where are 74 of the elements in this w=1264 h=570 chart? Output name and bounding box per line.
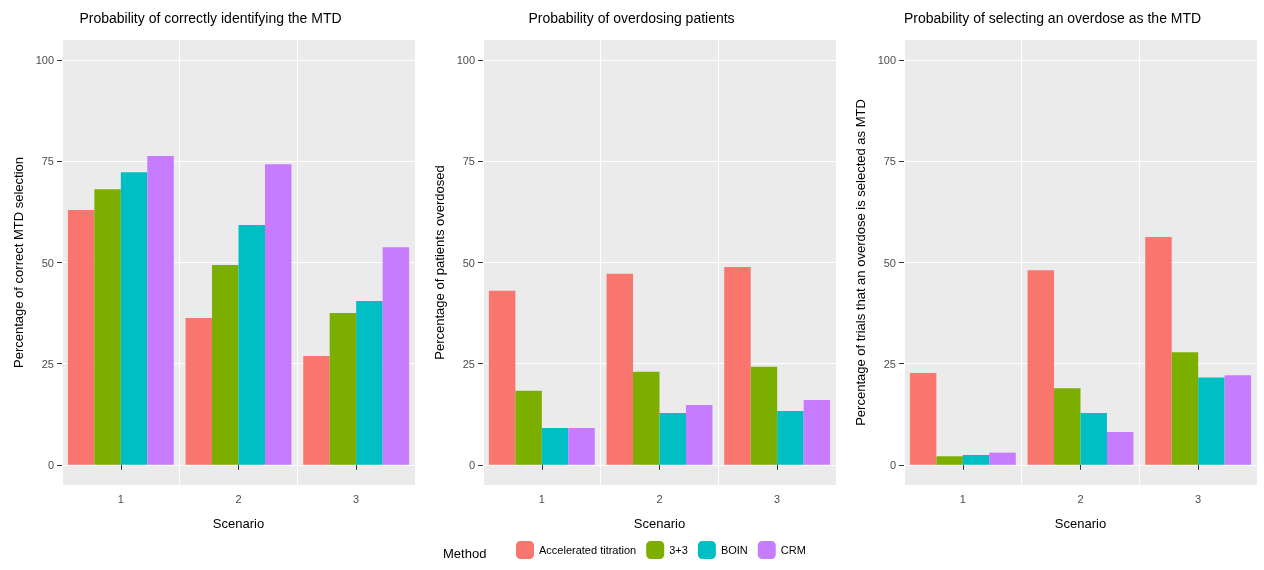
bar [382, 247, 410, 465]
bar [67, 209, 95, 465]
bar [659, 412, 686, 465]
bar [488, 290, 516, 465]
y-tick-label: 25 [883, 357, 896, 370]
bar [1106, 432, 1134, 465]
chart-title: Probability of correctly identifying the MTD [79, 10, 342, 26]
y-tick-label: 50 [462, 256, 475, 269]
y-tick-label: 25 [41, 357, 54, 370]
x-tick-label: 2 [656, 492, 663, 505]
bar [238, 224, 265, 465]
y-tick-label: 100 [877, 54, 896, 67]
x-axis-title: Scenario [212, 516, 265, 531]
bar [303, 355, 330, 465]
x-tick-label: 2 [1077, 492, 1084, 505]
bar [777, 410, 804, 465]
bar [1080, 412, 1107, 465]
bar [1027, 270, 1055, 465]
bar [724, 266, 751, 465]
bar [1224, 375, 1252, 465]
bar [989, 452, 1016, 465]
bar [750, 366, 778, 465]
y-tick-label: 75 [41, 155, 54, 168]
legend-title: Method [443, 546, 487, 561]
bar [909, 372, 937, 465]
x-tick-label: 2 [235, 492, 242, 505]
bar [1054, 388, 1081, 465]
bar [936, 456, 963, 465]
bar [356, 300, 383, 465]
bar [633, 371, 660, 465]
legend-label: CRM [780, 544, 806, 556]
bar [329, 313, 357, 465]
bar [185, 317, 213, 465]
bar [212, 264, 239, 465]
legend-label: 3+3 [669, 544, 688, 556]
x-tick-label: 3 [353, 492, 360, 505]
x-axis-title: Scenario [633, 516, 686, 531]
y-tick-label: 0 [47, 458, 54, 471]
y-axis-title: Percentage of trials that an overdose is selected as MTD [852, 99, 868, 426]
chart-title: Probability of selecting an overdose as the MTD [903, 10, 1202, 26]
y-tick-label: 0 [468, 458, 475, 471]
y-tick-label: 100 [35, 54, 54, 67]
bar [264, 164, 292, 465]
y-tick-label: 50 [41, 256, 54, 269]
y-tick-label: 25 [462, 357, 475, 370]
x-tick-label: 3 [774, 492, 781, 505]
bar [1171, 352, 1199, 465]
y-tick-label: 0 [889, 458, 896, 471]
y-tick-label: 50 [883, 256, 896, 269]
bar [803, 400, 831, 465]
legend-label: Accelerated titration [539, 544, 637, 556]
bar [568, 427, 595, 465]
chart-title: Probability of overdosing patients [528, 10, 735, 26]
y-axis-title: Percentage of correct MTD selection [10, 157, 26, 368]
bar [685, 404, 713, 465]
legend-label: BOIN [720, 544, 748, 556]
y-tick-label: 75 [883, 155, 896, 168]
bar [606, 273, 634, 465]
bar [120, 172, 148, 465]
x-axis-title: Scenario [1054, 516, 1107, 531]
bar [1145, 237, 1172, 465]
x-tick-label: 1 [117, 492, 124, 505]
bar [515, 390, 542, 465]
y-axis-title: Percentage of patients overdosed [431, 165, 447, 360]
bar [541, 427, 569, 465]
bar [94, 189, 121, 465]
x-tick-label: 3 [1195, 492, 1202, 505]
x-tick-label: 1 [959, 492, 966, 505]
bar [147, 156, 174, 465]
x-tick-label: 1 [538, 492, 545, 505]
bar [1198, 377, 1225, 465]
y-tick-label: 75 [462, 155, 475, 168]
y-tick-label: 100 [456, 54, 475, 67]
bar [962, 455, 990, 465]
